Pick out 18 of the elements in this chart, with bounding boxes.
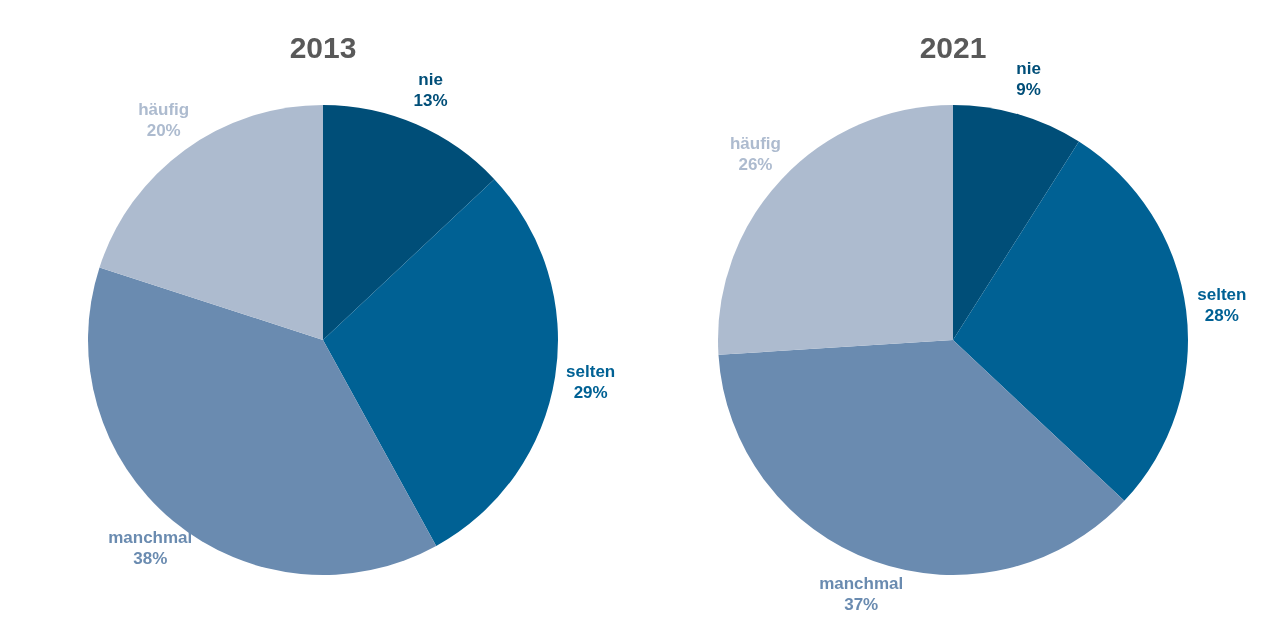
slice-label: manchmal (819, 574, 904, 594)
chart-title: 2021 (919, 31, 987, 65)
data-label: 9% (1016, 79, 1041, 99)
slice-label: nie (1016, 58, 1041, 78)
data-label: 28% (1204, 306, 1239, 326)
data-label: 29% (573, 382, 608, 402)
data-label: 38% (133, 549, 168, 568)
data-label: 37% (844, 595, 879, 615)
slice-label: manchmal (108, 528, 193, 547)
slice-label: selten (566, 361, 616, 381)
data-label: 20% (146, 120, 181, 140)
data-label: 26% (738, 154, 773, 174)
slice-label: nie (418, 70, 443, 90)
slice-label: häufig (729, 133, 781, 153)
slice-label: selten (1197, 285, 1247, 305)
data-label: 13% (413, 91, 448, 111)
chart-title: 2013 (289, 31, 357, 65)
slice-label: häufig (138, 99, 190, 119)
